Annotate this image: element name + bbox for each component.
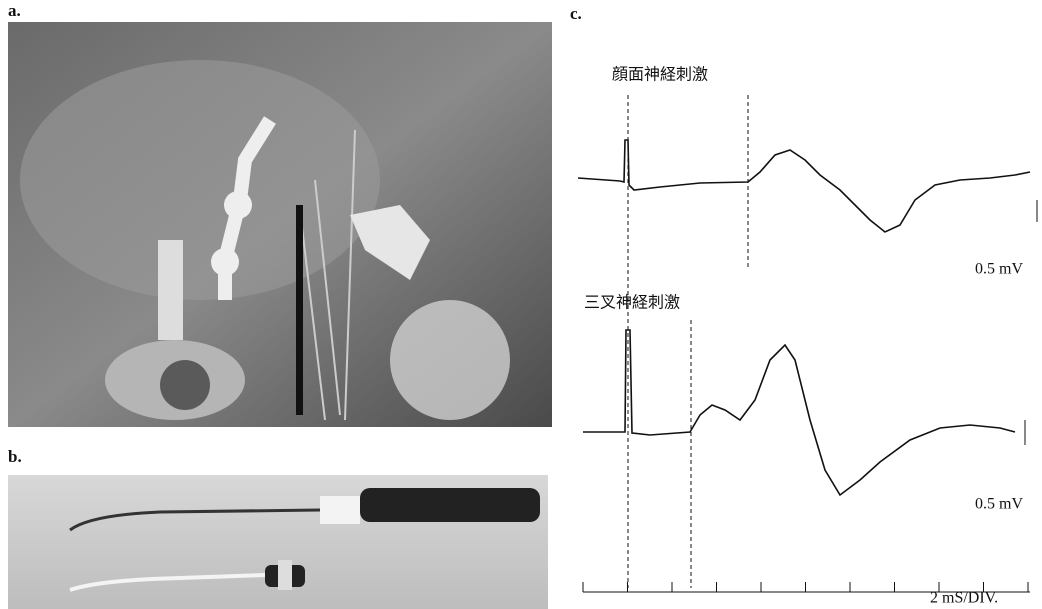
trace-title: 三叉神経刺激: [584, 294, 680, 312]
figure: a. b. c. 顔面神経刺激 三叉神経刺激 0.5 mV 0.5 mV 2 m…: [0, 0, 1042, 609]
time-axis-label: 2 mS/DIV.: [930, 590, 998, 607]
emg-trace: [583, 330, 1015, 495]
trace-title: 顔面神経刺激: [612, 66, 708, 84]
panel-label: c.: [570, 4, 582, 23]
emg-trace: [578, 140, 1030, 232]
panel-label: a.: [8, 1, 21, 20]
scale-label: 0.5 mV: [975, 261, 1023, 278]
photo-electrodes: [8, 475, 548, 609]
scale-label: 0.5 mV: [975, 496, 1023, 513]
panel-label: b.: [8, 447, 22, 466]
photo-surgery: [8, 22, 552, 427]
